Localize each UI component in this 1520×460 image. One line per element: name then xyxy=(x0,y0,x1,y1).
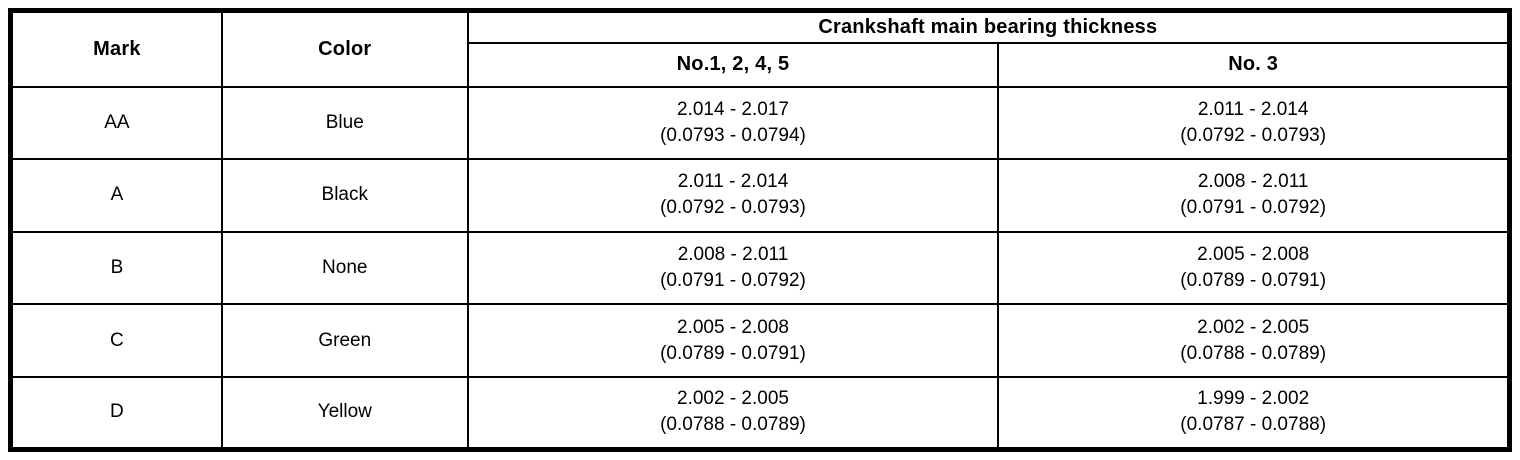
thickness-inch: (0.0788 - 0.0789) xyxy=(1180,342,1327,364)
header-color: Color xyxy=(220,9,469,88)
cell-no1245: 2.014 - 2.017 (0.0793 - 0.0794) xyxy=(466,85,1000,161)
thickness-inch: (0.0792 - 0.0793) xyxy=(1180,124,1327,146)
cell-color: Green xyxy=(220,303,469,378)
thickness-mm: 2.008 - 2.011 xyxy=(677,243,789,265)
header-no1245: No.1, 2, 4, 5 xyxy=(466,41,1000,88)
thickness-inch: (0.0793 - 0.0794) xyxy=(660,124,806,146)
cell-no1245: 2.005 - 2.008 (0.0789 - 0.0791) xyxy=(466,303,1000,378)
thickness-inch: (0.0787 - 0.0788) xyxy=(1180,414,1327,436)
header-row-sub: No.1, 2, 4, 5 No. 3 xyxy=(11,41,1511,88)
thickness-mm: 2.011 - 2.014 xyxy=(677,171,789,193)
thickness-mm: 2.002 - 2.005 xyxy=(1197,316,1310,338)
bearing-thickness-table: Mark Color Crankshaft main bearing thick… xyxy=(8,8,1512,452)
cell-no1245: 2.008 - 2.011 (0.0791 - 0.0792) xyxy=(466,230,1000,306)
thickness-inch: (0.0791 - 0.0792) xyxy=(1180,197,1327,219)
header-mark: Mark xyxy=(9,9,223,88)
cell-mark: D xyxy=(9,375,223,451)
cell-no3: 2.005 - 2.008 (0.0789 - 0.0791) xyxy=(997,230,1511,306)
cell-no3: 1.999 - 2.002 (0.0787 - 0.0788) xyxy=(997,375,1511,451)
cell-mark: C xyxy=(9,303,223,378)
thickness-mm: 1.999 - 2.002 xyxy=(1197,388,1310,410)
cell-color: None xyxy=(220,230,469,306)
table-row: A Black 2.011 - 2.014 (0.0792 - 0.0793) … xyxy=(9,158,1511,233)
table-row: D Yellow 2.002 - 2.005 (0.0788 - 0.0789)… xyxy=(9,375,1511,451)
thickness-mm: 2.005 - 2.008 xyxy=(1197,243,1310,265)
cell-no1245: 2.002 - 2.005 (0.0788 - 0.0789) xyxy=(466,375,1000,451)
cell-color: Black xyxy=(220,158,469,233)
table-row: B None 2.008 - 2.011 (0.0791 - 0.0792) 2… xyxy=(9,230,1511,306)
cell-no3: 2.008 - 2.011 (0.0791 - 0.0792) xyxy=(997,158,1511,233)
thickness-mm: 2.011 - 2.014 xyxy=(1197,98,1309,120)
header-group-title: Crankshaft main bearing thickness xyxy=(466,9,1511,44)
thickness-mm: 2.005 - 2.008 xyxy=(677,316,789,338)
thickness-mm: 2.008 - 2.011 xyxy=(1197,171,1309,193)
header-row-group: Mark Color Crankshaft main bearing thick… xyxy=(9,9,1511,88)
cell-no3: 2.011 - 2.014 (0.0792 - 0.0793) xyxy=(997,85,1511,161)
thickness-mm: 2.002 - 2.005 xyxy=(677,388,789,410)
thickness-mm: 2.014 - 2.017 xyxy=(677,98,789,120)
cell-color: Yellow xyxy=(220,375,469,451)
cell-no1245: 2.011 - 2.014 (0.0792 - 0.0793) xyxy=(466,158,1000,233)
thickness-inch: (0.0792 - 0.0793) xyxy=(660,197,806,219)
thickness-inch: (0.0789 - 0.0791) xyxy=(1180,269,1327,291)
cell-mark: AA xyxy=(9,85,223,161)
thickness-inch: (0.0791 - 0.0792) xyxy=(660,269,806,291)
cell-mark: A xyxy=(9,158,223,233)
cell-no3: 2.002 - 2.005 (0.0788 - 0.0789) xyxy=(997,303,1511,378)
thickness-inch: (0.0788 - 0.0789) xyxy=(660,414,806,436)
header-no3: No. 3 xyxy=(997,41,1511,88)
table-row: C Green 2.005 - 2.008 (0.0789 - 0.0791) … xyxy=(9,303,1511,378)
table-row: AA Blue 2.014 - 2.017 (0.0793 - 0.0794) … xyxy=(9,85,1511,161)
cell-color: Blue xyxy=(220,85,469,161)
cell-mark: B xyxy=(9,230,223,306)
thickness-inch: (0.0789 - 0.0791) xyxy=(660,342,806,364)
